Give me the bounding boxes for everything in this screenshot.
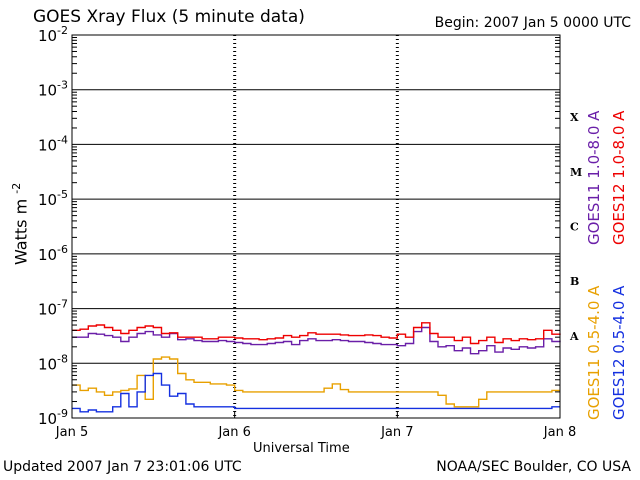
y-axis-label: Watts m -2 xyxy=(10,183,30,265)
y-tick-exponent: -3 xyxy=(57,79,68,92)
plot-frame xyxy=(71,34,561,419)
axes xyxy=(71,34,561,419)
x-tick-label: Jan 7 xyxy=(380,425,413,440)
legend-goes12-long: GOES12 1.0-8.0 A xyxy=(610,110,628,245)
y-tick-exponent: -5 xyxy=(57,188,68,201)
y-tick-base: 10 xyxy=(38,191,57,209)
grid xyxy=(72,34,560,419)
updated-timestamp: Updated 2007 Jan 7 23:01:06 UTC xyxy=(3,459,242,475)
flare-class-label: M xyxy=(570,166,582,179)
y-tick-label: 10-2 xyxy=(38,24,68,45)
y-tick-base: 10 xyxy=(38,355,57,373)
begin-time: Begin: 2007 Jan 5 0000 UTC xyxy=(434,15,631,31)
y-tick-base: 10 xyxy=(38,301,57,319)
y-tick-base: 10 xyxy=(38,27,57,45)
y-tick-base: 10 xyxy=(38,246,57,264)
series-line-1 xyxy=(72,326,561,355)
y-tick-label: 10-7 xyxy=(38,298,68,319)
series-layer xyxy=(72,322,561,413)
y-tick-exponent: -2 xyxy=(57,24,68,37)
series-line-2 xyxy=(72,322,561,345)
y-tick-exponent: -4 xyxy=(57,133,68,146)
x-axis-label: Universal Time xyxy=(253,441,350,456)
series-line-3 xyxy=(72,356,560,408)
legend-goes12-short: GOES12 0.5-4.0 A xyxy=(610,285,628,420)
y-tick-label: 10-5 xyxy=(38,188,68,209)
y-tick-label: 10-3 xyxy=(38,79,68,100)
y-tick-label: 10-9 xyxy=(38,407,68,428)
credit-text: NOAA/SEC Boulder, CO USA xyxy=(436,459,631,475)
y-tick-base: 10 xyxy=(38,410,57,428)
chart-title: GOES Xray Flux (5 minute data) xyxy=(33,7,305,27)
flare-class-label: C xyxy=(570,221,579,234)
flare-class-label: X xyxy=(570,111,579,124)
y-axis-label-exponent: -2 xyxy=(10,182,23,194)
y-tick-label: 10-4 xyxy=(38,133,68,154)
y-tick-exponent: -7 xyxy=(57,298,68,311)
y-tick-label: 10-8 xyxy=(38,352,68,373)
legend-goes11-long: GOES11 1.0-8.0 A xyxy=(585,110,603,245)
flare-class-label: B xyxy=(570,275,579,288)
y-tick-base: 10 xyxy=(38,136,57,154)
y-axis-label-text: Watts m xyxy=(11,198,31,265)
y-tick-exponent: -9 xyxy=(57,407,68,420)
x-tick-label: Jan 6 xyxy=(217,425,250,440)
y-tick-exponent: -6 xyxy=(57,243,68,256)
x-tick-label: Jan 8 xyxy=(543,425,576,440)
y-tick-exponent: -8 xyxy=(57,352,68,365)
series-line-4 xyxy=(72,372,560,413)
y-tick-label: 10-6 xyxy=(38,243,68,264)
x-tick-label: Jan 5 xyxy=(55,425,88,440)
flare-class-label: A xyxy=(569,330,579,343)
y-tick-base: 10 xyxy=(38,82,57,100)
legend-goes11-short: GOES11 0.5-4.0 A xyxy=(585,285,603,420)
